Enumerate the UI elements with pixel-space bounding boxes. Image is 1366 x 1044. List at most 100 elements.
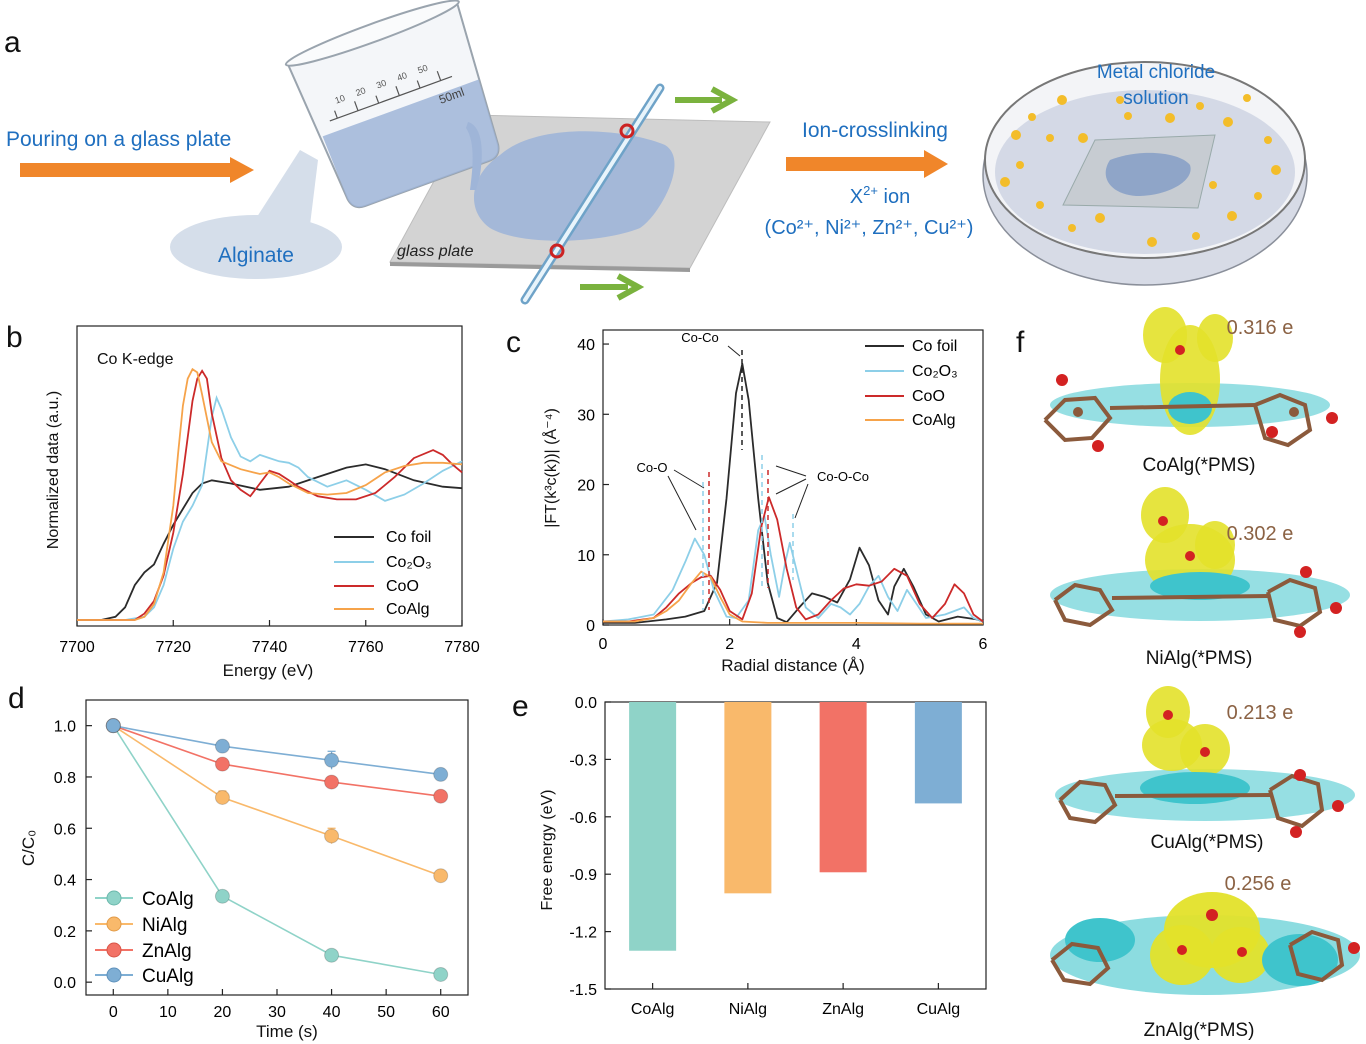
chart-c-series-3	[603, 570, 983, 625]
chart-e-ytick-label: -0.6	[569, 810, 597, 827]
beaker-tick-40: 40	[396, 70, 409, 83]
panel-c-label: c	[506, 326, 521, 359]
chart-e-xtick-label: CuAlg	[917, 1001, 961, 1018]
alginate-film	[473, 131, 675, 241]
chart-c-ytick-label: 0	[586, 618, 595, 635]
chart-c-series-0	[603, 362, 984, 624]
chart-c-xlabel: Radial distance (Å)	[721, 656, 865, 675]
rod-ring-top	[619, 123, 635, 139]
chart-d-point-3-3	[433, 766, 449, 782]
legend-d-label-3: CuAlg	[142, 966, 194, 987]
chart-b-series-2	[77, 369, 463, 621]
legend-c-label-3: CoAlg	[912, 412, 956, 429]
legend-c-label-1: Co₂O₃	[912, 363, 958, 380]
green-arrow-bottom	[580, 273, 645, 301]
chart-c-frame	[602, 329, 984, 626]
chart-d-point-1-2	[324, 828, 340, 844]
chart-e-ytick-label: -0.9	[569, 867, 597, 884]
chart-e-frame	[604, 701, 987, 990]
chart-d-xtick-label: 60	[432, 1004, 450, 1021]
chart-d-ytick-label: 0.2	[54, 924, 76, 941]
chart-d-xtick-label: 50	[377, 1004, 395, 1021]
chart-c-series-2	[603, 496, 984, 623]
chart-b-ticks: 7700 7720 7740 7760 7780	[59, 620, 480, 656]
ion-arrow	[786, 150, 948, 178]
glass-plate-text: glass plate	[397, 243, 474, 260]
alginate-text: Alginate	[218, 244, 294, 267]
chart-d-lines	[105, 718, 449, 982]
chart-d-xtick-label: 0	[109, 1004, 118, 1021]
petri-dish: Metal chloride solution	[982, 61, 1308, 286]
chart-d-point-0-2	[324, 947, 340, 963]
structure-nialg: 0.302 e NiAlg(*PMS)	[1050, 487, 1350, 669]
chart-e-xtick-label: CoAlg	[631, 1001, 675, 1018]
chart-d: 0 10 20 30 40 50 60 0.0 0.2 0.4 0.6 0.8 1.0 Time (s)…	[19, 699, 469, 1041]
chart-d-series-3	[113, 724, 441, 776]
panel-b-label: b	[6, 321, 23, 354]
label-znalg: ZnAlg(*PMS)	[1144, 1020, 1255, 1041]
chart-d-point-3-0	[105, 718, 121, 734]
ion-crosslinking-text: Ion-crosslinking	[802, 119, 948, 142]
chart-e-bar-CoAlg	[629, 702, 677, 951]
pour-text: Pouring on a glass plate	[6, 128, 231, 151]
chart-e-ytick-label: -1.2	[569, 925, 597, 942]
legend-d-label-2: ZnAlg	[142, 941, 192, 962]
chart-b-title: Co K-edge	[97, 351, 174, 368]
legend-d-marker-1	[106, 916, 122, 932]
label-coalg: CoAlg(*PMS)	[1143, 455, 1256, 476]
chart-b-ylabel: Normalized data (a.u.)	[45, 391, 62, 549]
rod-ring-bottom	[549, 243, 565, 259]
panel-a: a Pouring on a glass plate Alginate glas…	[4, 0, 1308, 305]
chart-d-point-2-2	[324, 774, 340, 790]
chart-d-legend: CoAlg NiAlg ZnAlg CuAlg	[95, 889, 194, 987]
chart-b-lines	[77, 367, 463, 621]
legend-b-label-2: CoO	[386, 578, 419, 595]
chart-c-ytick-label: 10	[577, 548, 595, 565]
chart-b-xlabel: Energy (eV)	[223, 661, 314, 680]
chart-d-point-1-3	[433, 868, 449, 884]
metal-ions	[1000, 94, 1281, 247]
chart-b-xtick-label: 7780	[444, 639, 480, 656]
green-arrow-top	[675, 86, 739, 114]
metal-text-line2: solution	[1123, 88, 1189, 109]
pour-arrow	[20, 157, 254, 183]
legend-c-label-2: CoO	[912, 388, 945, 405]
chart-d-point-1-1	[214, 789, 230, 805]
charge-coalg: 0.316 e	[1227, 317, 1294, 339]
legend-d-marker-0	[106, 890, 122, 906]
chart-d-ytick-label: 0.8	[54, 770, 76, 787]
panel-a-letter: a	[4, 26, 21, 59]
chart-d-point-3-1	[214, 738, 230, 754]
structure-coalg: 0.316 e CoAlg(*PMS)	[1043, 307, 1338, 476]
chart-d-ytick-label: 0.0	[54, 975, 76, 992]
annotation-co-co: Co-Co	[681, 330, 719, 345]
chart-e-xtick-label: ZnAlg	[822, 1001, 864, 1018]
chart-c-ticks: 0 2 4 6 0 10 20 30 40	[577, 337, 987, 653]
structure-znalg: 0.256 e ZnAlg(*PMS)	[1050, 873, 1360, 1041]
label-cualg: CuAlg(*PMS)	[1151, 832, 1264, 853]
chart-b-xtick-label: 7700	[59, 639, 95, 656]
chart-c-annotations: Co-Co Co-O Co-O-Co	[636, 330, 869, 610]
legend-d-label-0: CoAlg	[142, 889, 194, 910]
chart-d-xtick-label: 40	[323, 1004, 341, 1021]
x-ion-text: X2+ ion	[850, 183, 910, 208]
panel-f: 0.316 e CoAlg(*PMS) 0.302 e NiAlg(*PMS)	[1043, 307, 1360, 1041]
beaker-tick-20: 20	[354, 85, 367, 98]
chart-d-xtick-label: 10	[159, 1004, 177, 1021]
legend-b-label-0: Co foil	[386, 529, 431, 546]
chart-c-lines	[602, 362, 984, 625]
legend-b-label-3: CoAlg	[386, 601, 430, 618]
legend-d-label-1: NiAlg	[142, 915, 187, 936]
chart-e-ytick-label: -0.3	[569, 752, 597, 769]
chart-d-point-0-1	[214, 888, 230, 904]
chart-c-xtick-label: 4	[852, 636, 861, 653]
chart-d-xtick-label: 30	[268, 1004, 286, 1021]
chart-d-ytick-label: 0.4	[54, 873, 76, 890]
chart-e-bar-NiAlg	[724, 702, 772, 894]
beaker-tick-30: 30	[375, 78, 388, 91]
panel-e-label: e	[512, 690, 529, 723]
chart-c-series-1	[602, 515, 984, 623]
chart-c-legend: Co foil Co₂O₃ CoO CoAlg	[865, 338, 958, 429]
chart-c-ytick-label: 40	[577, 337, 595, 354]
